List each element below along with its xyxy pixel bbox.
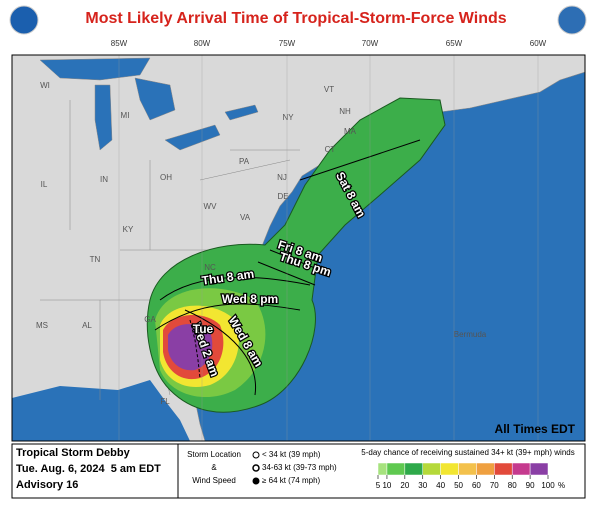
advisory: Advisory 16 bbox=[16, 479, 78, 491]
scale-tick-label: 50 bbox=[454, 481, 463, 490]
scale-tick-label: 30 bbox=[418, 481, 427, 490]
lakes bbox=[39, 57, 259, 151]
place-label: NH bbox=[339, 107, 351, 116]
longitude-label: 80W bbox=[194, 39, 211, 48]
place-label: PA bbox=[239, 157, 250, 166]
place-label: WV bbox=[204, 202, 218, 211]
storm-name: Tropical Storm Debby bbox=[16, 447, 131, 459]
longitude-label: 85W bbox=[111, 39, 128, 48]
longitude-label: 65W bbox=[446, 39, 463, 48]
place-label: AL bbox=[82, 321, 92, 330]
title: Most Likely Arrival Time of Tropical-Sto… bbox=[85, 10, 506, 27]
place-label: CT bbox=[325, 145, 336, 154]
scale-tick-label: 60 bbox=[472, 481, 481, 490]
place-label: GA bbox=[144, 315, 156, 324]
place-label: KY bbox=[123, 225, 134, 234]
key-item: 34-63 kt (39-73 mph) bbox=[262, 463, 337, 472]
scale-swatch bbox=[458, 462, 477, 476]
place-label: NC bbox=[204, 263, 216, 272]
place-label: OH bbox=[160, 173, 172, 182]
arrival-lines bbox=[154, 139, 421, 396]
time-note: All Times EDT bbox=[495, 422, 576, 436]
key-heading: Storm Location bbox=[187, 450, 241, 459]
arrival-label: Wed 8 pm bbox=[222, 292, 278, 306]
scale-swatch bbox=[511, 462, 531, 476]
scale-swatch bbox=[377, 462, 388, 476]
place-label: TN bbox=[90, 255, 101, 264]
symbol-hurricane bbox=[252, 477, 260, 485]
track bbox=[189, 319, 201, 379]
place-label: MI bbox=[121, 111, 130, 120]
place-label: IN bbox=[100, 175, 108, 184]
place-label: IL bbox=[41, 180, 48, 189]
scale-tick-label: 40 bbox=[436, 481, 445, 490]
scale-tick-label: 10 bbox=[382, 481, 391, 490]
scale-tick-label: 70 bbox=[490, 481, 499, 490]
key-item: ≥ 64 kt (74 mph) bbox=[262, 476, 321, 485]
symbol-weak bbox=[252, 451, 260, 459]
longitude-label: 60W bbox=[530, 39, 547, 48]
place-label: MA bbox=[344, 127, 357, 136]
nws-logo bbox=[557, 5, 587, 35]
place-label: NY bbox=[282, 113, 294, 122]
noaa-logo bbox=[9, 5, 39, 35]
scale-swatch bbox=[440, 462, 459, 476]
symbol-storm bbox=[252, 464, 260, 472]
scale-swatch bbox=[529, 462, 549, 476]
footer: Tropical Storm Debby Tue. Aug. 6, 2024 5… bbox=[11, 443, 586, 499]
place-label: MS bbox=[36, 321, 48, 330]
gulf bbox=[12, 380, 190, 441]
scale-swatch bbox=[494, 462, 513, 476]
scale-tick-label: 100 bbox=[541, 481, 555, 490]
place-label: WI bbox=[40, 81, 50, 90]
place-label: FL bbox=[160, 397, 170, 406]
map-border bbox=[11, 54, 586, 442]
place-label: NJ bbox=[277, 173, 287, 182]
scale-tick-label: 20 bbox=[400, 481, 409, 490]
scale-title: 5-day chance of receiving sustained 34+ … bbox=[361, 448, 574, 457]
borders bbox=[40, 100, 300, 400]
place-label: DE bbox=[277, 192, 288, 201]
scale-tick-label: 80 bbox=[508, 481, 517, 490]
issued: Tue. Aug. 6, 2024 5 am EDT bbox=[16, 463, 161, 475]
scale-swatch bbox=[386, 462, 406, 476]
place-label: VT bbox=[324, 85, 334, 94]
scale-unit: % bbox=[558, 481, 565, 490]
place-label: VA bbox=[240, 213, 251, 222]
scale-tick-label: 90 bbox=[526, 481, 535, 490]
longitude-label: 70W bbox=[362, 39, 379, 48]
scale-swatch bbox=[422, 462, 441, 476]
key-heading: Wind Speed bbox=[192, 476, 236, 485]
place-label: Bermuda bbox=[454, 330, 487, 339]
longitude-label: 75W bbox=[279, 39, 296, 48]
probability-90 bbox=[168, 324, 213, 371]
scale-tick-label: 5 bbox=[376, 481, 381, 490]
arrival-label: Tue bbox=[193, 322, 214, 336]
scale-swatch bbox=[476, 462, 495, 476]
scale-swatch bbox=[404, 462, 423, 476]
key-item: < 34 kt (39 mph) bbox=[262, 450, 321, 459]
map: WI MI NY VT NH MA CT PA NJ OH IN IL DE WV VA KY TN NC GA AL… bbox=[11, 39, 586, 442]
key-heading: & bbox=[211, 463, 217, 472]
